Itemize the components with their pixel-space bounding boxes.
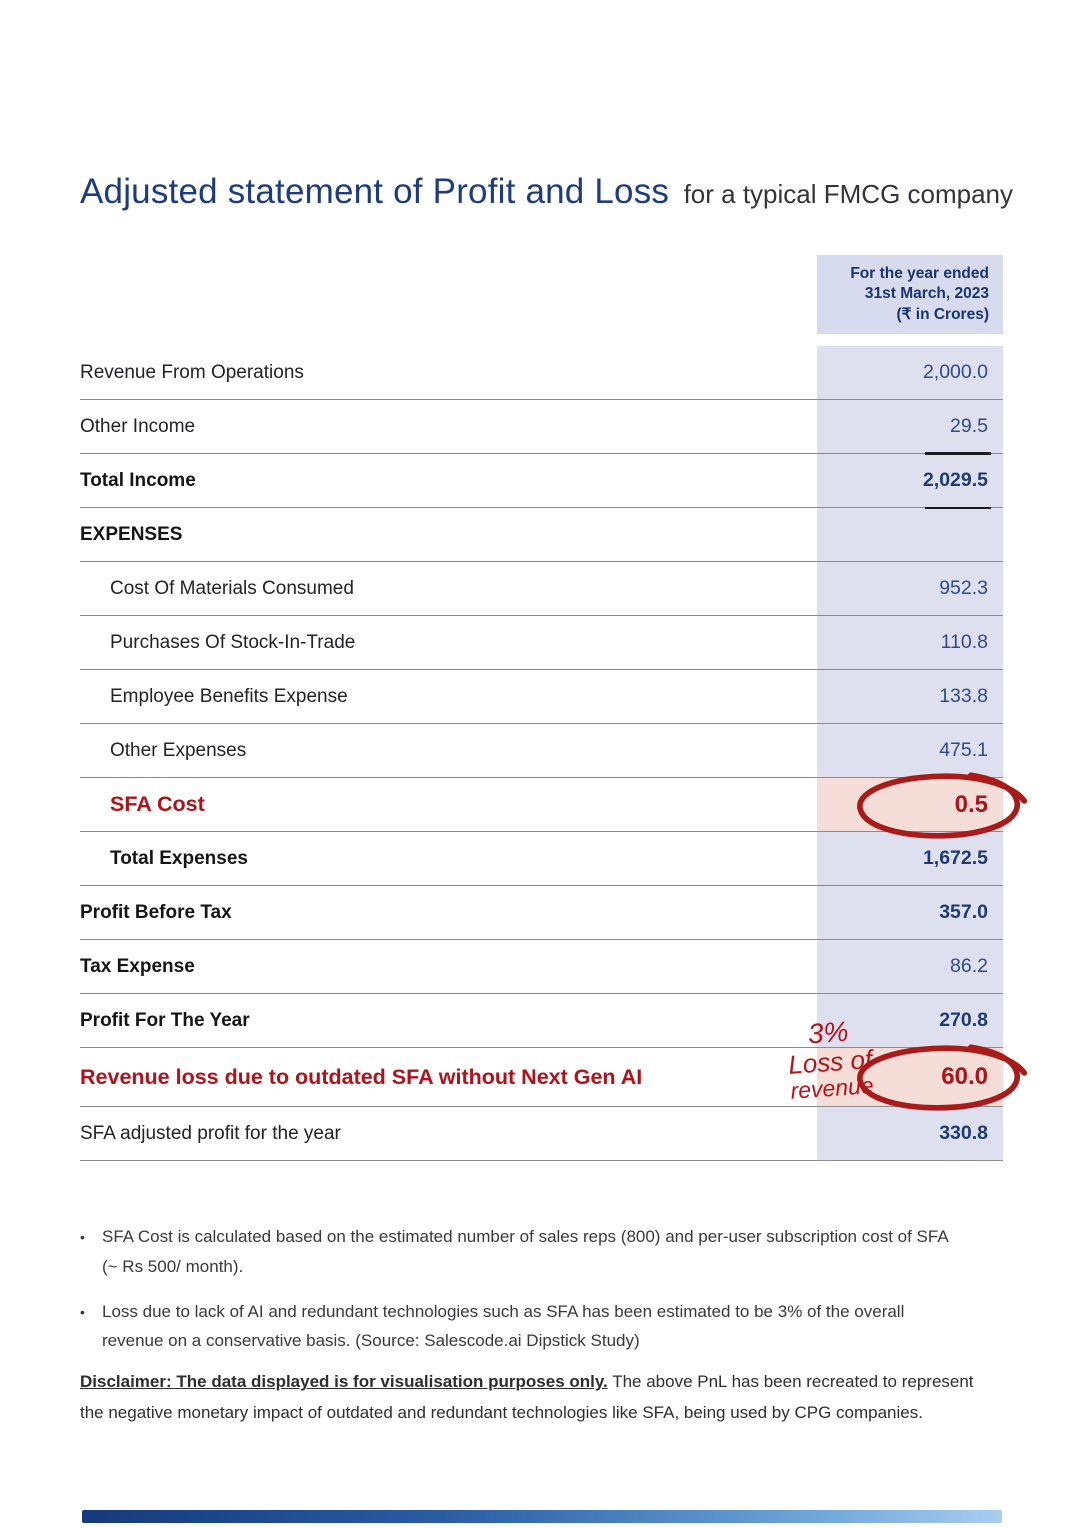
page-title: Adjusted statement of Profit and Loss fo… xyxy=(80,172,1020,212)
row-label: Employee Benefits Expense xyxy=(110,685,348,707)
row-value: 330.8 xyxy=(817,1107,1003,1161)
table-row: Revenue loss due to outdated SFA without… xyxy=(80,1044,1028,1111)
row-value-text: 2,029.5 xyxy=(922,469,988,492)
row-value-text: 86.2 xyxy=(950,955,988,978)
table-row: Purchases Of Stock-In-Trade 110.8 xyxy=(80,616,1003,671)
bullet-icon: • xyxy=(80,1303,85,1320)
row-value: 110.8 xyxy=(817,616,1003,670)
row-value-text: 29.5 xyxy=(950,415,988,438)
row-value: 357.0 xyxy=(817,886,1003,940)
row-label: Revenue From Operations xyxy=(80,361,304,383)
row-label: Revenue loss due to outdated SFA without… xyxy=(80,1064,643,1089)
table-row: Total Expenses 1,672.5 xyxy=(80,832,1003,887)
table-row: SFA Cost 0.5 xyxy=(80,772,1028,839)
row-value-text: 0.5 xyxy=(954,790,988,818)
row-label: Profit Before Tax xyxy=(80,901,232,923)
bullet-icon: • xyxy=(80,1229,85,1245)
row-label: Tax Expense xyxy=(80,955,195,977)
row-label: Purchases Of Stock-In-Trade xyxy=(110,631,356,653)
column-header: For the year ended 31st March, 2023 (₹ i… xyxy=(817,255,1003,335)
table-row: Profit Before Tax 357.0 xyxy=(80,886,1003,941)
row-value: 952.3 xyxy=(817,562,1003,616)
row-value xyxy=(817,508,1003,562)
column-header-line: (₹ in Crores) xyxy=(896,305,989,323)
table-row: Tax Expense 86.2 xyxy=(80,940,1003,995)
column-header-line: 31st March, 2023 xyxy=(864,285,989,303)
footnote: • SFA Cost is calculated based on the es… xyxy=(80,1222,960,1282)
table-row: Employee Benefits Expense 133.8 xyxy=(80,670,1003,725)
column-header-line: For the year ended xyxy=(850,265,989,282)
row-label: Cost Of Materials Consumed xyxy=(110,577,354,599)
row-value-text: 1,672.5 xyxy=(922,847,988,870)
row-label: EXPENSES xyxy=(80,523,183,545)
subtotal-rule xyxy=(925,506,991,510)
table-rows: Revenue From Operations 2,000.0 Other In… xyxy=(80,346,1028,1162)
row-value: 29.5 xyxy=(817,400,1003,454)
disclaimer: Disclaimer: The data displayed is for vi… xyxy=(80,1366,990,1429)
table-row: Other Income 29.5 xyxy=(80,400,1003,455)
table-row: Cost Of Materials Consumed 952.3 xyxy=(80,562,1003,617)
row-value-text: 60.0 xyxy=(941,1063,988,1091)
profit-loss-table: For the year ended 31st March, 2023 (₹ i… xyxy=(80,255,1028,1162)
footnote-text: Loss due to lack of AI and redundant tec… xyxy=(102,1301,905,1351)
row-value-text: 2,000.0 xyxy=(922,361,988,384)
row-value-text: 270.8 xyxy=(939,1009,988,1032)
row-value: 475.1 xyxy=(817,724,1003,778)
row-label: Profit For The Year xyxy=(80,1009,250,1031)
row-value-text: 475.1 xyxy=(939,739,988,762)
row-value-text: 133.8 xyxy=(939,685,988,708)
row-value: 0.5 xyxy=(817,772,1028,839)
row-value-text: 952.3 xyxy=(939,577,988,600)
row-label: SFA Cost xyxy=(110,792,205,817)
row-value: 2,000.0 xyxy=(817,346,1003,400)
row-value: 270.8 xyxy=(817,994,1003,1048)
row-label: Other Expenses xyxy=(110,739,247,761)
footnote: • Loss due to lack of AI and redundant t… xyxy=(80,1297,960,1357)
footnote-text: SFA Cost is calculated based on the esti… xyxy=(102,1227,948,1276)
table-row: SFA adjusted profit for the year 330.8 xyxy=(80,1107,1003,1162)
table-row: Profit For The Year 270.8 xyxy=(80,994,1003,1049)
row-value-text: 330.8 xyxy=(939,1122,988,1145)
row-label: SFA adjusted profit for the year xyxy=(80,1122,341,1144)
subtotal-rule xyxy=(925,452,991,455)
footnotes: • SFA Cost is calculated based on the es… xyxy=(80,1222,960,1371)
handwritten-note: 3% Loss of revenue xyxy=(769,1014,891,1105)
title-subtitle: for a typical FMCG company xyxy=(683,179,1014,209)
row-label: Total Expenses xyxy=(110,847,248,869)
row-label: Other Income xyxy=(80,415,196,437)
row-value: 1,672.5 xyxy=(817,832,1003,886)
bottom-gradient-bar xyxy=(82,1510,1002,1523)
table-row: Other Expenses 475.1 xyxy=(80,724,1003,779)
row-label: Total Income xyxy=(80,469,196,491)
table-row: Revenue From Operations 2,000.0 xyxy=(80,346,1003,401)
table-row: EXPENSES xyxy=(80,508,1003,563)
table-row: Total Income 2,029.5 xyxy=(80,452,1003,510)
title-main: Adjusted statement of Profit and Loss xyxy=(80,172,670,211)
row-value-text: 357.0 xyxy=(939,901,988,924)
row-value: 2,029.5 xyxy=(817,452,1003,510)
row-value-text: 110.8 xyxy=(940,631,988,654)
disclaimer-lead: Disclaimer: The data displayed is for vi… xyxy=(80,1372,608,1391)
row-value: 133.8 xyxy=(817,670,1003,724)
row-value: 86.2 xyxy=(817,940,1003,994)
disclaimer-rest: The above PnL has been recreated to repr… xyxy=(80,1372,974,1423)
